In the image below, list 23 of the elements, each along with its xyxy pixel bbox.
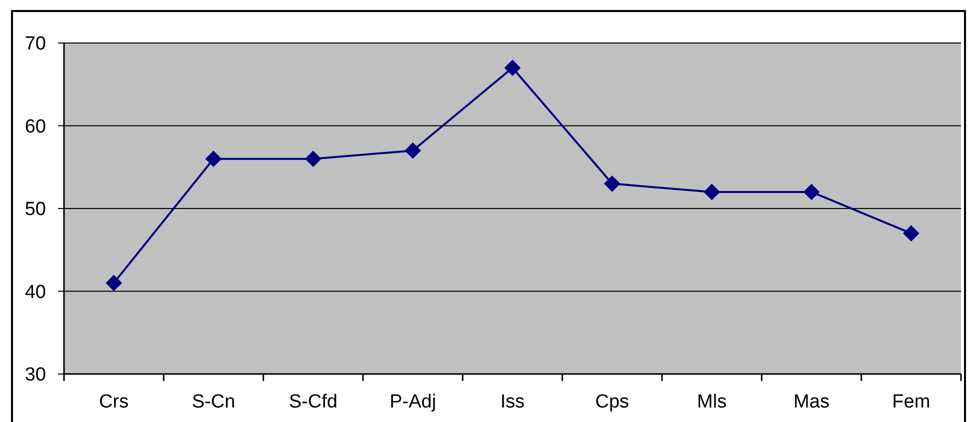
point (504, 60, 520, 76)
point (404, 142, 421, 159)
point (704, 184, 720, 200)
x-tick-label: S-Cn (192, 391, 236, 412)
y-tick-label: 60 (24, 116, 46, 138)
x-tick-label: Iss (500, 391, 525, 412)
x-tick-label: S-Cfd (288, 391, 338, 412)
y-tick-label: 50 (24, 199, 46, 220)
point (106, 274, 122, 291)
x-tick-label: P-Adj (390, 391, 436, 412)
y-tick-label: 70 (24, 34, 46, 55)
point (206, 150, 222, 167)
point (604, 176, 620, 192)
x-tick-label: Fem (892, 391, 930, 412)
x-tick-label: Crs (99, 391, 129, 412)
point (903, 225, 920, 242)
y-tick-label: 30 (24, 364, 46, 386)
y-tick-label: 40 (24, 282, 46, 303)
x-tick-label: Cps (595, 391, 630, 412)
point (305, 150, 322, 167)
x-tick-label: Mas (794, 391, 830, 412)
point (804, 184, 820, 200)
x-tick-label: Mls (697, 391, 727, 412)
